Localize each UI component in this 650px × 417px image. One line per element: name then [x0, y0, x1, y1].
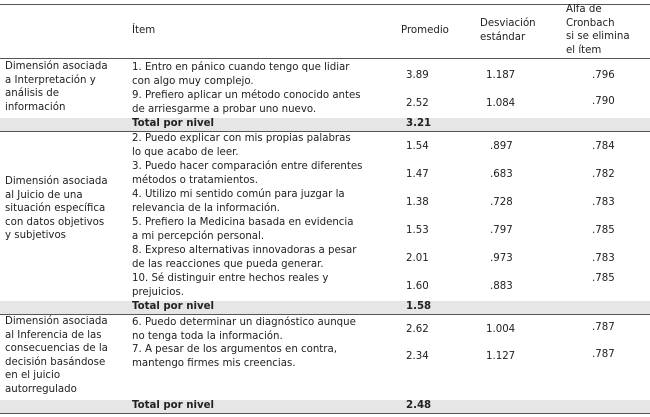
- item-desviacion: 1.127: [486, 351, 516, 362]
- item-promedio: 2.52: [406, 98, 429, 109]
- total-row-background: [0, 301, 650, 314]
- item-text: 10. Sé distinguir entre hechos reales y …: [132, 273, 329, 298]
- total-value: 3.21: [406, 118, 432, 129]
- total-label: Total por nivel: [132, 118, 215, 129]
- item-desviacion: 1.084: [486, 98, 516, 109]
- item-desviacion: 1.004: [486, 324, 516, 335]
- total-value: 2.48: [406, 400, 432, 411]
- item-alfa: .785: [592, 273, 615, 284]
- item-alfa: .782: [592, 169, 615, 180]
- item-desviacion: .883: [490, 281, 513, 292]
- item-text: 3. Puedo hacer comparación entre diferen…: [132, 161, 363, 186]
- item-desviacion: .683: [490, 169, 513, 180]
- header-promedio: Promedio: [401, 25, 449, 36]
- header-alfa: Alfa de Cronbach si se elimina el ítem: [566, 4, 630, 56]
- item-promedio: 2.34: [406, 351, 429, 362]
- item-promedio: 3.89: [406, 70, 429, 81]
- item-text: 1. Entro en pánico cuando tengo que lidi…: [132, 62, 350, 87]
- item-alfa: .787: [592, 322, 615, 333]
- item-alfa: .796: [592, 70, 615, 81]
- item-alfa: .784: [592, 141, 615, 152]
- item-text: 7. A pesar de los argumentos en contra, …: [132, 344, 337, 369]
- item-alfa: .787: [592, 349, 615, 360]
- total-value: 1.58: [406, 301, 432, 312]
- total-row-background: [0, 118, 650, 131]
- item-promedio: 1.60: [406, 281, 429, 292]
- dimension-label: Dimensión asociada al Juicio de una situ…: [5, 176, 108, 241]
- total-label: Total por nivel: [132, 400, 215, 411]
- item-desviacion: .897: [490, 141, 513, 152]
- header-bottom-rule: [0, 58, 650, 59]
- item-text: 8. Expreso alternativas innovadoras a pe…: [132, 245, 357, 270]
- total-row-background: [0, 400, 650, 413]
- item-promedio: 1.47: [406, 169, 429, 180]
- header-desviacion: Desviación estándar: [480, 18, 536, 43]
- item-promedio: 1.38: [406, 197, 429, 208]
- item-desviacion: .973: [490, 253, 513, 264]
- item-promedio: 2.01: [406, 253, 429, 264]
- item-desviacion: .728: [490, 197, 513, 208]
- group-bottom-rule: [0, 413, 650, 414]
- item-alfa: .783: [592, 253, 615, 264]
- group-bottom-rule: [0, 131, 650, 132]
- item-promedio: 2.62: [406, 324, 429, 335]
- item-promedio: 1.54: [406, 141, 429, 152]
- item-text: 2. Puedo explicar con mis propias palabr…: [132, 133, 351, 158]
- item-text: 4. Utilizo mi sentido común para juzgar …: [132, 189, 345, 214]
- item-desviacion: 1.187: [486, 70, 516, 81]
- dimension-label: Dimensión asociada al Inferencia de las …: [5, 316, 108, 395]
- item-alfa: .783: [592, 197, 615, 208]
- header-item: Ítem: [132, 25, 156, 36]
- item-text: 5. Prefiero la Medicina basada en eviden…: [132, 217, 354, 242]
- item-alfa: .790: [592, 96, 615, 107]
- item-text: 9. Prefiero aplicar un método conocido a…: [132, 90, 361, 115]
- table-top-rule: [0, 4, 650, 5]
- item-text: 6. Puedo determinar un diagnóstico aunqu…: [132, 317, 356, 342]
- item-promedio: 1.53: [406, 225, 429, 236]
- dimension-label: Dimensión asociada a Interpretación y an…: [5, 61, 108, 113]
- item-desviacion: .797: [490, 225, 513, 236]
- item-alfa: .785: [592, 225, 615, 236]
- total-label: Total por nivel: [132, 301, 215, 312]
- group-bottom-rule: [0, 314, 650, 315]
